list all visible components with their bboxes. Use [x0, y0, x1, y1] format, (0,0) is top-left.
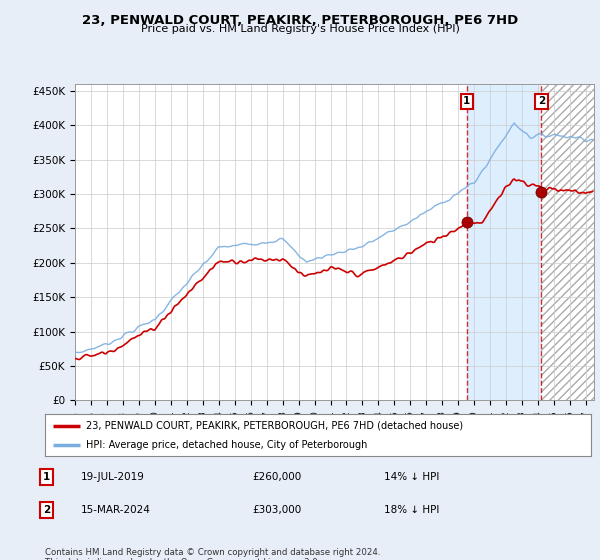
Bar — [467, 84, 541, 400]
Text: £260,000: £260,000 — [252, 472, 301, 482]
Text: HPI: Average price, detached house, City of Peterborough: HPI: Average price, detached house, City… — [86, 440, 367, 450]
Text: 19-JUL-2019: 19-JUL-2019 — [81, 472, 145, 482]
Text: 2: 2 — [43, 505, 50, 515]
Text: 23, PENWALD COURT, PEAKIRK, PETERBOROUGH, PE6 7HD: 23, PENWALD COURT, PEAKIRK, PETERBOROUGH… — [82, 14, 518, 27]
Bar — [541, 57, 600, 400]
Bar — [541, 84, 600, 400]
Text: 1: 1 — [43, 472, 50, 482]
Text: £303,000: £303,000 — [252, 505, 301, 515]
Text: Price paid vs. HM Land Registry's House Price Index (HPI): Price paid vs. HM Land Registry's House … — [140, 24, 460, 34]
Text: 1: 1 — [463, 96, 470, 106]
Text: 14% ↓ HPI: 14% ↓ HPI — [384, 472, 439, 482]
Text: 23, PENWALD COURT, PEAKIRK, PETERBOROUGH, PE6 7HD (detached house): 23, PENWALD COURT, PEAKIRK, PETERBOROUGH… — [86, 421, 463, 431]
Text: 15-MAR-2024: 15-MAR-2024 — [81, 505, 151, 515]
Text: Contains HM Land Registry data © Crown copyright and database right 2024.
This d: Contains HM Land Registry data © Crown c… — [45, 548, 380, 560]
Text: 18% ↓ HPI: 18% ↓ HPI — [384, 505, 439, 515]
Text: 2: 2 — [538, 96, 545, 106]
